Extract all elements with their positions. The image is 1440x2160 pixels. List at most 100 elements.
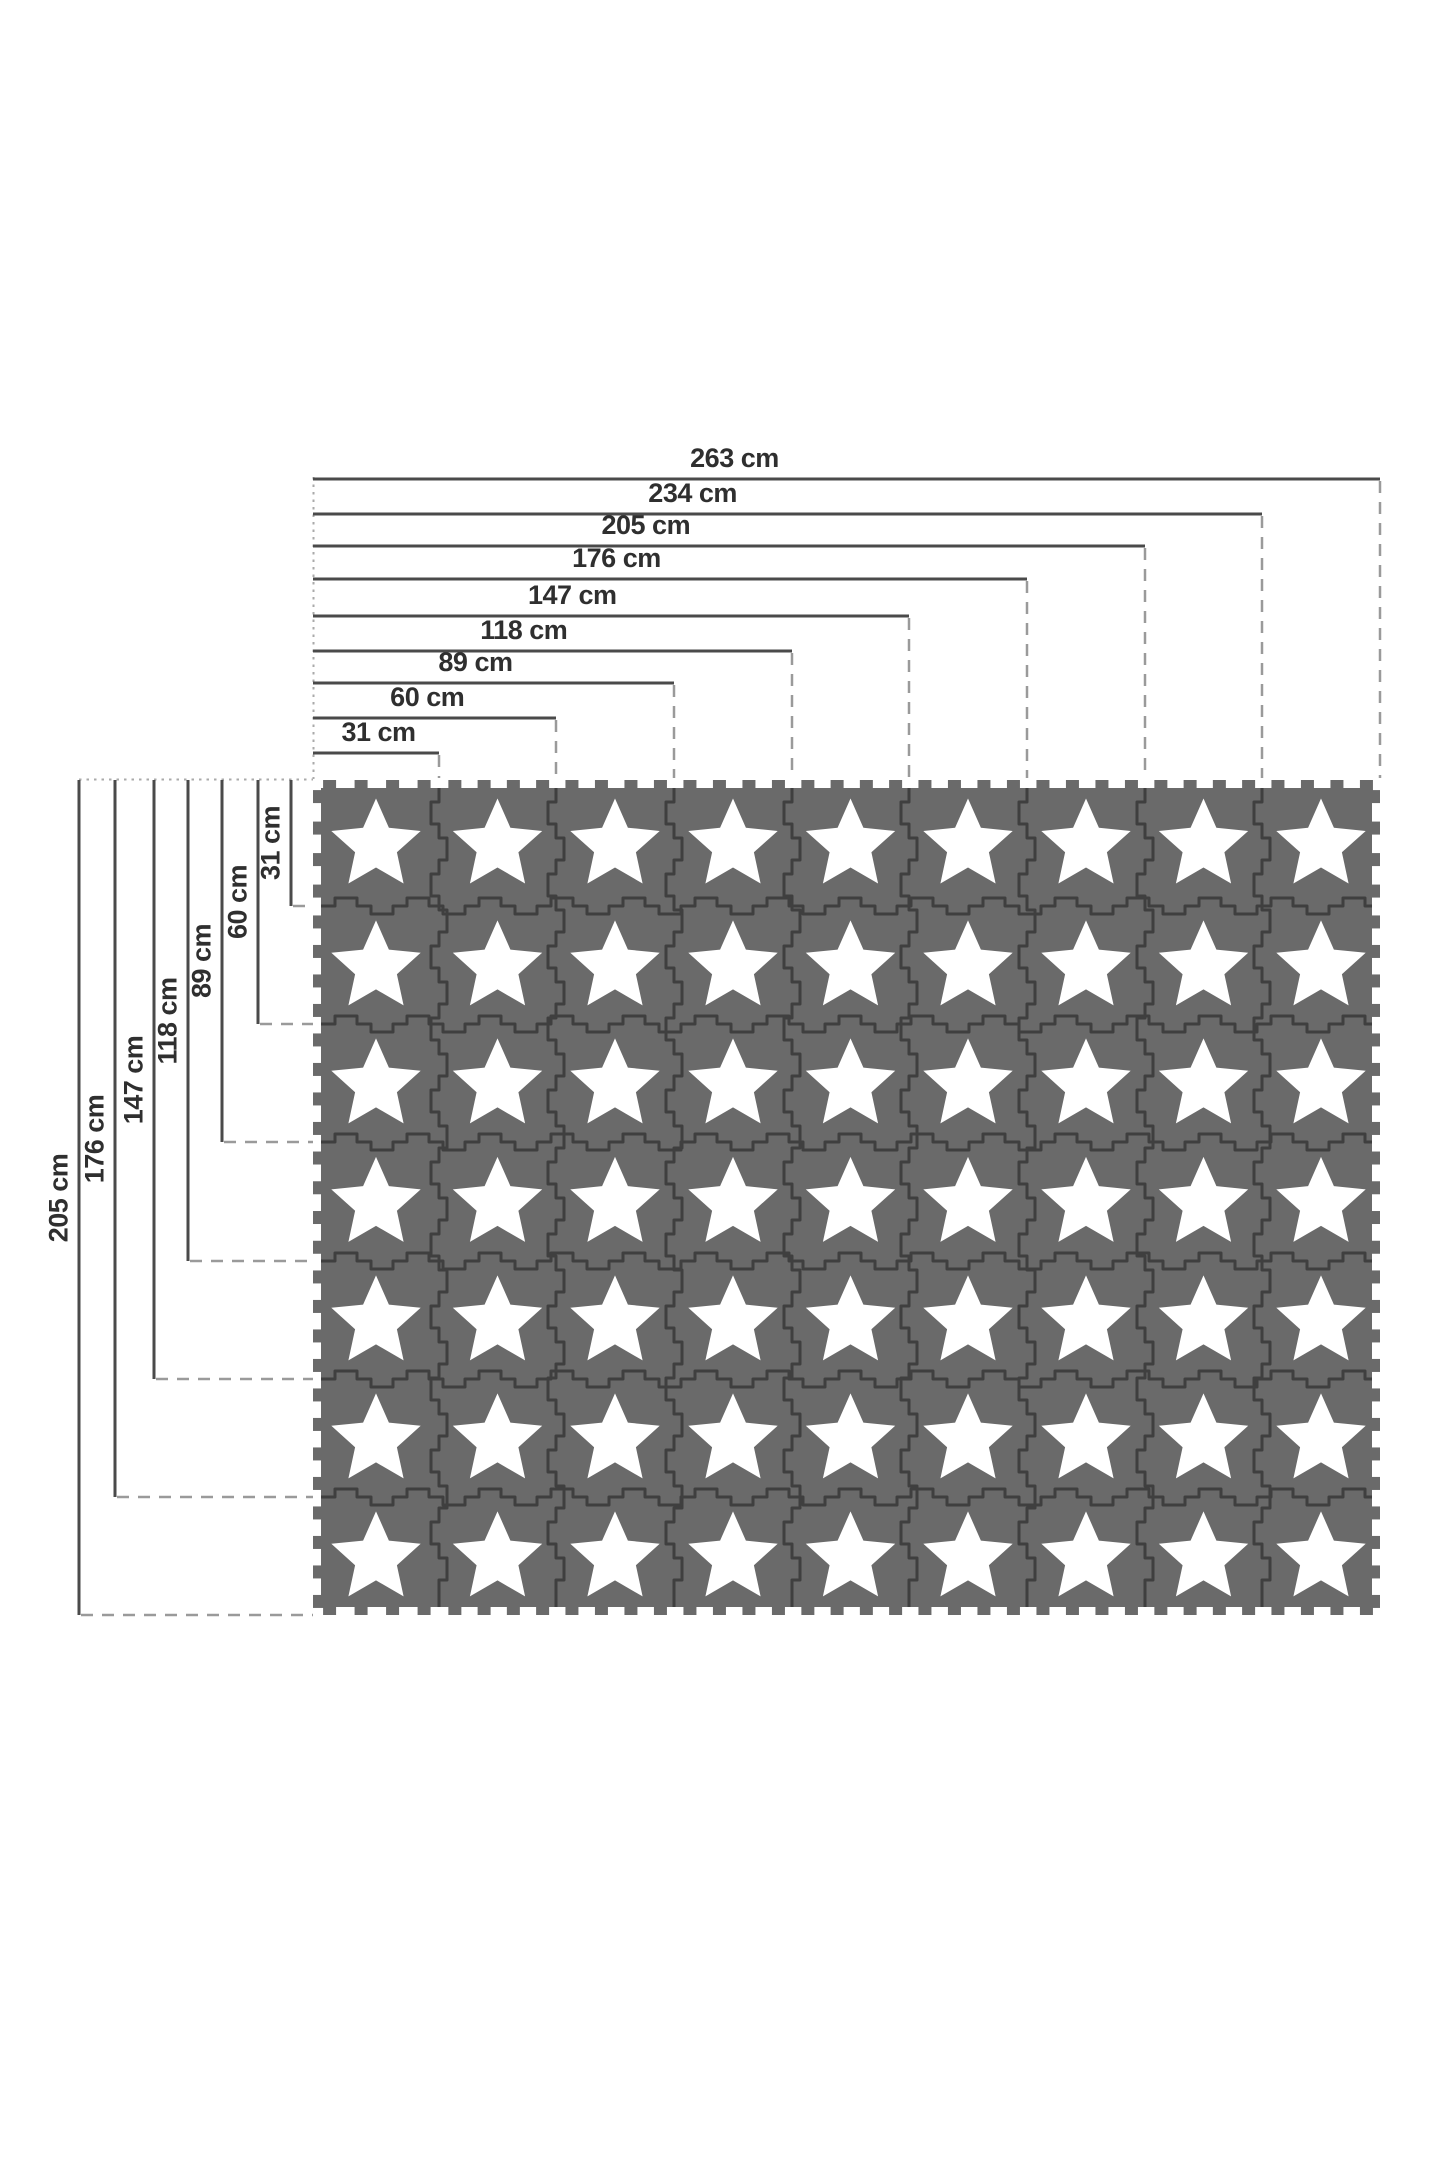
edge-tab	[742, 780, 756, 792]
star-icon	[923, 1156, 1013, 1242]
edge-tab	[1368, 1003, 1380, 1017]
edge-tab	[417, 780, 431, 792]
star-icon	[1158, 1038, 1249, 1124]
edge-tab	[313, 1594, 325, 1608]
star-icon	[331, 920, 421, 1006]
star-icon	[688, 798, 778, 884]
play-mat	[313, 780, 1380, 1615]
edge-tab	[1368, 1033, 1380, 1047]
edge-tab	[354, 1603, 368, 1615]
star-icon	[1041, 1156, 1131, 1242]
edge-tab	[594, 780, 608, 792]
edge-tab	[771, 1603, 785, 1615]
edge-tab	[1271, 780, 1285, 792]
edge-tab	[565, 1603, 579, 1615]
edge-tab	[1036, 780, 1050, 792]
edge-tab	[313, 1181, 325, 1195]
edge-tab	[1368, 915, 1380, 929]
edge-tab	[801, 780, 815, 792]
edge-tab	[313, 1476, 325, 1490]
star-icon	[1276, 1511, 1366, 1597]
star-icon	[331, 1393, 421, 1479]
edge-tab	[1095, 1603, 1109, 1615]
edge-tab	[536, 780, 550, 792]
edge-tab	[1368, 1594, 1380, 1608]
star-icon	[570, 920, 660, 1006]
edge-tab	[1368, 1476, 1380, 1490]
star-icon	[1041, 1275, 1131, 1361]
tile-seam	[321, 1014, 1372, 1034]
star-icon	[1276, 1393, 1366, 1479]
edge-tab	[947, 1603, 961, 1615]
tile-seam	[321, 896, 1372, 916]
edge-tab	[313, 1358, 325, 1372]
edge-tab	[1183, 1603, 1197, 1615]
edge-tab	[830, 1603, 844, 1615]
star-icon	[1041, 920, 1131, 1006]
edge-tab	[683, 780, 697, 792]
edge-tab	[1006, 780, 1020, 792]
star-icon	[570, 798, 660, 884]
star-icon	[1041, 1393, 1131, 1479]
edge-tab	[1330, 1603, 1344, 1615]
star-icon	[688, 1156, 778, 1242]
edge-tab	[977, 1603, 991, 1615]
star-icon	[923, 1275, 1013, 1361]
star-icon	[1158, 920, 1249, 1006]
edge-tab	[712, 1603, 726, 1615]
star-icon	[1276, 1038, 1366, 1124]
star-icon	[688, 1275, 778, 1361]
edge-tab	[1212, 1603, 1226, 1615]
edge-tab	[313, 1211, 325, 1225]
star-icon	[688, 1511, 778, 1597]
edge-tab	[313, 884, 325, 898]
edge-tab	[313, 790, 325, 804]
edge-tab	[1300, 780, 1314, 792]
edge-tab	[712, 780, 726, 792]
edge-tab	[313, 1270, 325, 1284]
star-icon	[570, 1156, 660, 1242]
edge-tab	[1368, 1181, 1380, 1195]
edge-tab	[1124, 780, 1138, 792]
edge-tab	[313, 1535, 325, 1549]
tile-seam	[321, 1487, 1372, 1507]
tile-seam	[782, 788, 802, 1607]
star-icon	[452, 1156, 543, 1242]
edge-tab	[313, 974, 325, 988]
edge-tab	[313, 1299, 325, 1313]
star-icon	[331, 1038, 421, 1124]
star-icon	[331, 1511, 421, 1597]
edge-tab	[1124, 1603, 1138, 1615]
edge-tab	[313, 1506, 325, 1520]
edge-tab	[1065, 780, 1079, 792]
edge-tab	[1368, 1417, 1380, 1431]
star-icon	[1276, 920, 1366, 1006]
edge-tab	[1368, 1270, 1380, 1284]
star-icon	[923, 920, 1013, 1006]
edge-tab	[313, 1062, 325, 1076]
tile-seam	[1252, 788, 1272, 1607]
edge-tab	[1368, 884, 1380, 898]
edge-tab	[313, 1092, 325, 1106]
edge-tab	[1368, 1329, 1380, 1343]
tile-seam	[1017, 788, 1037, 1607]
edge-tab	[313, 1003, 325, 1017]
edge-tab	[313, 1417, 325, 1431]
edge-tab	[386, 780, 400, 792]
star-icon	[923, 1038, 1013, 1124]
edge-tab	[1368, 790, 1380, 804]
tile-seam	[321, 1132, 1372, 1152]
edge-tab	[1368, 974, 1380, 988]
edge-tab	[477, 1603, 491, 1615]
edge-tab	[448, 780, 462, 792]
edge-tab	[859, 1603, 873, 1615]
star-icon	[452, 1275, 543, 1361]
star-icon	[805, 1275, 896, 1361]
star-icon	[331, 1156, 421, 1242]
star-icon	[452, 920, 543, 1006]
tile-seam	[664, 788, 684, 1607]
star-icon	[688, 920, 778, 1006]
edge-tab	[313, 1151, 325, 1165]
edge-tab	[313, 1329, 325, 1343]
edge-tab	[889, 780, 903, 792]
